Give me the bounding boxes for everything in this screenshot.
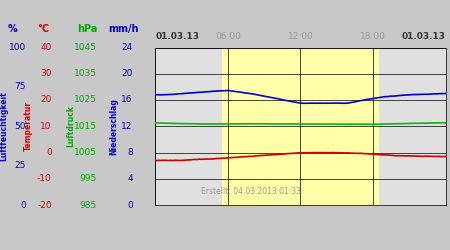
- Text: 20: 20: [122, 69, 133, 78]
- Text: 1035: 1035: [74, 69, 97, 78]
- Text: 0: 0: [46, 148, 52, 157]
- Text: -10: -10: [37, 174, 52, 183]
- Text: 30: 30: [40, 69, 52, 78]
- Text: -20: -20: [37, 200, 52, 209]
- Text: °C: °C: [37, 24, 49, 34]
- Text: Luftfeuchtigkeit: Luftfeuchtigkeit: [0, 91, 8, 161]
- Text: 25: 25: [15, 161, 26, 170]
- Text: Luftdruck: Luftdruck: [67, 105, 76, 147]
- Text: 06:00: 06:00: [215, 32, 241, 41]
- Text: 10: 10: [40, 122, 52, 131]
- Text: 995: 995: [80, 174, 97, 183]
- Text: 1005: 1005: [74, 148, 97, 157]
- Text: %: %: [8, 24, 18, 34]
- Text: 12: 12: [122, 122, 133, 131]
- Text: 0: 0: [127, 200, 133, 209]
- Text: 100: 100: [9, 43, 26, 52]
- Text: 16: 16: [121, 96, 133, 104]
- Text: 1045: 1045: [74, 43, 97, 52]
- Text: Niederschlag: Niederschlag: [109, 98, 118, 155]
- Bar: [222, 48, 379, 205]
- Text: 50: 50: [14, 122, 26, 131]
- Text: Erstellt: 04.03.2013 01:33: Erstellt: 04.03.2013 01:33: [201, 186, 301, 196]
- Text: 75: 75: [14, 82, 26, 91]
- Text: 8: 8: [127, 148, 133, 157]
- Text: 24: 24: [122, 43, 133, 52]
- Text: 4: 4: [127, 174, 133, 183]
- Text: 0: 0: [20, 200, 26, 209]
- Text: 1015: 1015: [74, 122, 97, 131]
- Text: hPa: hPa: [77, 24, 98, 34]
- Text: 18:00: 18:00: [360, 32, 386, 41]
- Text: mm/h: mm/h: [108, 24, 139, 34]
- Text: Temperatur: Temperatur: [23, 101, 32, 151]
- Text: 985: 985: [80, 200, 97, 209]
- Text: 01.03.13: 01.03.13: [401, 32, 446, 41]
- Text: 1025: 1025: [74, 96, 97, 104]
- Text: 01.03.13: 01.03.13: [155, 32, 199, 41]
- Text: 40: 40: [40, 43, 52, 52]
- Text: 20: 20: [40, 96, 52, 104]
- Text: 12:00: 12:00: [288, 32, 313, 41]
